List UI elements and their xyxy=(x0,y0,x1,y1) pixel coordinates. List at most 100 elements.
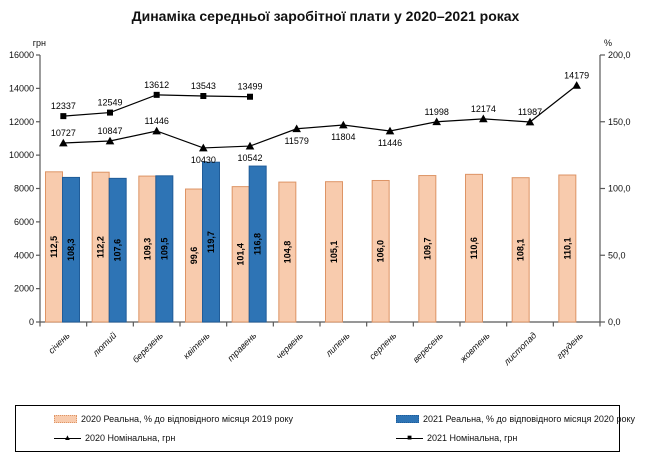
month-label: квітень xyxy=(181,330,212,361)
line-value-label: 11579 xyxy=(284,136,308,146)
line-value-label: 11804 xyxy=(331,132,355,142)
bar-value-label: 107,6 xyxy=(113,239,123,262)
legend-item-2020-real: 2020 Реальна, % до відповідного місяця 2… xyxy=(54,414,396,424)
bar xyxy=(108,177,127,323)
left-axis-tick: 0 xyxy=(29,317,34,327)
line-value-label: 11446 xyxy=(378,138,402,148)
left-axis-tick: 10000 xyxy=(9,150,34,160)
triangle-marker xyxy=(292,124,301,133)
triangle-marker xyxy=(479,114,488,123)
month-label: грудень xyxy=(554,330,585,361)
line-value-label: 11987 xyxy=(518,107,542,117)
chart-title: Динаміка середньої заробітної плати у 20… xyxy=(131,8,520,24)
line-value-label: 10847 xyxy=(97,126,122,136)
bar-value-label: 112,2 xyxy=(96,236,106,258)
bar-value-label: 116,8 xyxy=(253,233,263,255)
line-2021-nominal: 12337 12549 13612 13543 13499 xyxy=(51,80,263,120)
legend-label: 2021 Номінальна, грн xyxy=(427,433,518,443)
bar-swatch-2020 xyxy=(54,415,77,423)
bar xyxy=(278,181,297,323)
square-marker-icon: ■ xyxy=(407,432,412,442)
line-swatch-2021: ■ xyxy=(396,433,423,443)
category-labels: січень лютий березень квітень травень червень… xyxy=(46,330,585,368)
line-value-label: 10542 xyxy=(237,153,262,163)
right-axis-tick: 200,0 xyxy=(608,50,631,60)
triangle-marker xyxy=(152,126,161,135)
left-axis-tick: 14000 xyxy=(9,83,34,93)
left-axis-tick: 2000 xyxy=(14,284,34,294)
right-axis-tick: 50,0 xyxy=(608,250,626,260)
data-line xyxy=(63,84,578,149)
triangle-marker xyxy=(432,117,441,126)
triangle-marker xyxy=(59,138,68,147)
bar-swatch-2021 xyxy=(396,415,419,423)
bar-value-label: 109,3 xyxy=(142,238,152,261)
legend-item-2021-real: 2021 Реальна, % до відповідного місяця 2… xyxy=(396,414,635,424)
left-axis-tick: 16000 xyxy=(9,50,34,60)
line-value-label: 10727 xyxy=(51,128,76,138)
line-value-label: 13499 xyxy=(237,82,262,92)
right-axis-tick: 0,0 xyxy=(608,317,621,327)
bar-value-label: 104,8 xyxy=(282,241,292,264)
bar xyxy=(511,177,530,323)
bar xyxy=(558,174,577,323)
line-value-label: 13543 xyxy=(191,81,216,91)
bar xyxy=(325,181,343,323)
line-value-label: 14179 xyxy=(564,70,589,80)
combo-chart-canvas: грн % 0 2000 4000 6000 8000 10000 12000 14000 1600… xyxy=(9,38,631,368)
bar xyxy=(465,173,483,323)
bar-value-label: 110,6 xyxy=(469,237,479,259)
triangle-marker-icon: ▲ xyxy=(63,432,72,442)
left-axis-tick: 8000 xyxy=(14,184,34,194)
triangle-marker xyxy=(525,117,535,126)
bar-value-label: 109,5 xyxy=(159,238,169,261)
legend-label: 2021 Реальна, % до відповідного місяця 2… xyxy=(423,414,635,424)
month-label: лютий xyxy=(90,330,119,359)
month-label: березень xyxy=(131,330,166,365)
line-value-label: 11998 xyxy=(424,107,448,117)
bars-2021-real: 108,3 107,6 109,5 119,7 116,8 xyxy=(62,161,267,323)
bars-2020-real: 112,5 112,2 109,3 99,6 101,4 104,8 105,1 106,0 1… xyxy=(45,171,577,323)
bar xyxy=(62,176,80,323)
square-marker xyxy=(60,113,67,120)
bar-value-label: 105,1 xyxy=(329,241,339,264)
legend-label: 2020 Реальна, % до відповідного місяця 2… xyxy=(81,414,293,424)
bar-value-label: 109,7 xyxy=(422,238,432,261)
bar-value-label: 112,5 xyxy=(49,236,59,258)
legend-item-2020-nominal: ▲ 2020 Номінальна, грн xyxy=(54,433,396,443)
data-line xyxy=(63,94,251,117)
month-label: липень xyxy=(323,330,352,359)
bar-value-label: 108,1 xyxy=(516,239,526,262)
triangle-marker xyxy=(572,81,581,89)
triangle-marker xyxy=(245,141,255,150)
month-label: листопад xyxy=(501,330,538,367)
line-value-label: 12174 xyxy=(471,104,496,114)
month-label: серпень xyxy=(367,330,398,361)
month-label: червень xyxy=(274,330,305,361)
triangle-marker xyxy=(199,143,208,152)
line-value-label: 12549 xyxy=(97,98,122,108)
line-value-label: 13612 xyxy=(144,80,169,90)
axes: грн % 0 2000 4000 6000 8000 10000 12000 14000 1600… xyxy=(9,38,631,327)
left-axis-unit: грн xyxy=(33,38,46,48)
right-axis-tick: 150,0 xyxy=(608,117,631,127)
square-marker xyxy=(200,93,207,100)
left-axis-tick: 12000 xyxy=(9,117,34,127)
left-axis-tick: 6000 xyxy=(14,217,34,227)
line-swatch-2020: ▲ xyxy=(54,433,81,443)
bar xyxy=(202,161,220,323)
left-axis-tick: 4000 xyxy=(14,250,34,260)
square-marker xyxy=(107,109,113,116)
month-label: жовтень xyxy=(457,330,492,365)
bar-value-label: 99,6 xyxy=(189,247,199,265)
bar xyxy=(155,175,174,323)
bar-value-label: 101,4 xyxy=(236,243,246,266)
line-2020-nominal: 10727 10847 11446 10430 10542 11579 11804 11446… xyxy=(51,70,589,165)
month-label: вересень xyxy=(411,330,446,365)
legend-item-2021-nominal: ■ 2021 Номінальна, грн xyxy=(396,433,635,443)
month-label: січень xyxy=(46,330,72,356)
bar xyxy=(418,175,437,323)
bar xyxy=(371,179,390,323)
bar xyxy=(248,165,267,323)
bar-value-label: 108,3 xyxy=(66,238,76,261)
